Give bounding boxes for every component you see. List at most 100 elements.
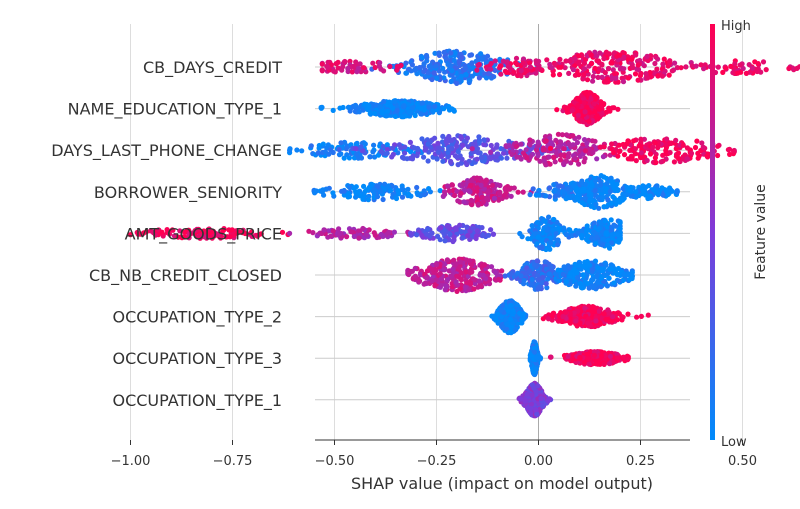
shap-point: [614, 181, 620, 187]
shap-point: [440, 65, 446, 71]
feature-points: [405, 256, 635, 294]
shap-point: [475, 57, 481, 63]
shap-point: [615, 232, 621, 238]
shap-point: [652, 60, 658, 67]
shap-point: [550, 227, 556, 233]
shap-point: [601, 79, 608, 85]
shap-point: [611, 150, 617, 156]
shap-point: [451, 57, 457, 64]
shap-point: [498, 314, 505, 320]
shap-point: [367, 154, 373, 160]
shap-point: [634, 314, 640, 320]
shap-point: [387, 63, 393, 70]
shap-point: [469, 61, 475, 67]
shap-point: [374, 194, 381, 200]
shap-point: [555, 242, 561, 248]
shap-point: [620, 314, 626, 320]
shap-point: [455, 149, 461, 155]
shap-point: [386, 229, 392, 235]
shap-point: [546, 261, 552, 267]
shap-point: [315, 150, 321, 156]
shap-point: [638, 136, 644, 142]
shap-point: [465, 233, 471, 239]
shap-point: [452, 50, 458, 56]
shap-point: [378, 231, 384, 237]
shap-point: [372, 154, 378, 160]
shap-point: [620, 79, 627, 85]
shap-point: [588, 193, 594, 199]
shap-point: [621, 271, 627, 278]
shap-point: [392, 99, 398, 105]
shap-point: [599, 111, 605, 117]
shap-point: [638, 313, 645, 319]
shap-point: [372, 232, 378, 238]
shap-point: [629, 56, 635, 62]
shap-point: [632, 146, 639, 152]
shap-point: [561, 161, 567, 167]
shap-point: [602, 218, 608, 224]
shap-point: [372, 64, 378, 71]
shap-point: [547, 185, 553, 191]
shap-point: [582, 259, 588, 265]
shap-point: [590, 304, 596, 310]
shap-point: [497, 63, 503, 69]
shap-point: [432, 50, 438, 56]
shap-point: [699, 140, 705, 146]
shap-point: [440, 158, 446, 164]
shap-point: [543, 138, 549, 144]
shap-point: [610, 314, 616, 320]
shap-point: [644, 157, 650, 164]
shap-point: [454, 80, 460, 86]
shap-point: [740, 65, 746, 72]
shap-point: [632, 71, 639, 77]
shap-point: [498, 307, 504, 313]
shap-point: [406, 191, 412, 197]
shap-point: [429, 278, 435, 284]
shap-point: [563, 309, 569, 315]
shap-point: [585, 316, 592, 322]
shap-point: [535, 153, 541, 159]
shap-point: [394, 107, 400, 113]
shap-point: [638, 150, 645, 156]
shap-point: [434, 261, 440, 268]
shap-point: [557, 183, 563, 189]
shap-point: [344, 234, 350, 240]
shap-point: [443, 55, 449, 62]
shap-point: [527, 137, 533, 143]
shap-point: [460, 181, 466, 187]
shap-point: [398, 145, 404, 151]
feature-points: [311, 173, 680, 211]
shap-point: [552, 159, 558, 165]
shap-point: [514, 61, 520, 68]
shap-point: [563, 58, 569, 64]
shap-point: [543, 281, 549, 287]
shap-point: [313, 188, 319, 194]
shap-point: [725, 147, 732, 153]
shap-point: [319, 68, 325, 74]
shap-point: [520, 189, 526, 195]
shap-point: [584, 140, 590, 146]
shap-point: [689, 63, 695, 69]
shap-point: [523, 147, 529, 153]
shap-point: [433, 63, 439, 69]
shap-point: [575, 230, 581, 236]
shap-point: [754, 68, 760, 75]
shap-point: [556, 64, 562, 70]
shap-point: [535, 66, 541, 72]
shap-point: [621, 152, 628, 158]
shap-point: [412, 67, 418, 73]
shap-point: [496, 190, 503, 196]
shap-point: [554, 107, 560, 113]
shap-point: [659, 185, 665, 191]
shap-point: [543, 162, 549, 168]
shap-point: [582, 90, 588, 96]
shap-point: [521, 281, 527, 287]
shap-point: [318, 104, 324, 111]
shap-point: [609, 232, 615, 238]
shap-point: [467, 52, 473, 58]
shap-point: [360, 225, 366, 232]
shap-point: [468, 197, 474, 203]
shap-point: [417, 64, 423, 71]
shap-point: [511, 185, 517, 191]
shap-point: [371, 142, 377, 148]
